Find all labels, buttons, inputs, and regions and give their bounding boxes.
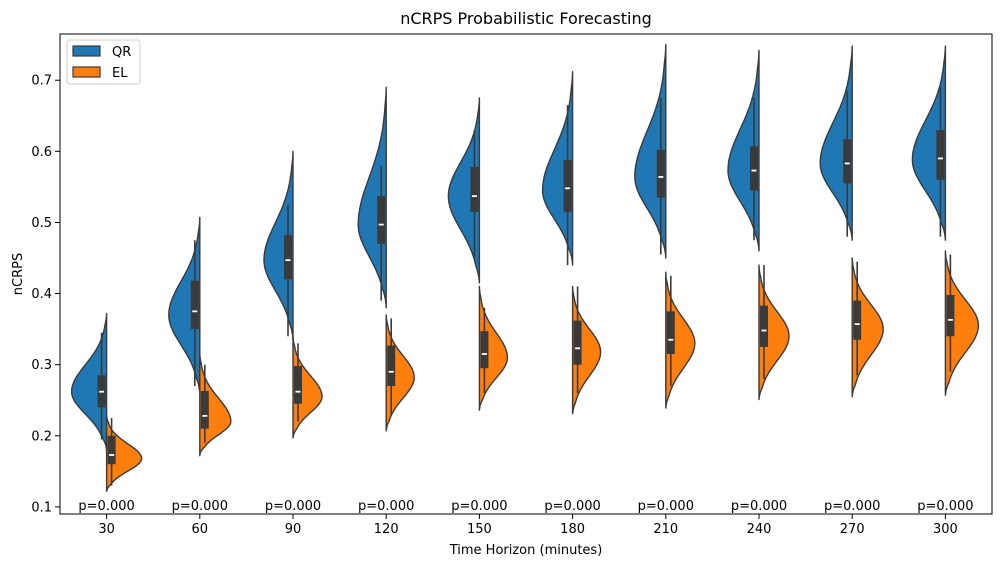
p-value-label: p=0.000 xyxy=(638,499,694,514)
violin-qr-90 xyxy=(263,150,294,341)
x-tick-label: 180 xyxy=(560,522,585,537)
violin-qr-300 xyxy=(911,45,947,241)
legend-label-qr: QR xyxy=(112,45,131,60)
iqr-box-el-180 xyxy=(573,320,582,365)
violin-el-270 xyxy=(851,257,884,398)
legend-swatch-qr xyxy=(72,45,101,57)
iqr-box-el-210 xyxy=(666,311,675,354)
p-value-label: p=0.000 xyxy=(172,499,228,514)
chart-title: nCRPS Probabilistic Forecasting xyxy=(400,9,652,28)
p-value-label: p=0.000 xyxy=(358,499,414,514)
axes: 30 60 90 120 150 180 210 240 270 300 0.1 0.2 0.3 0.4 0… xyxy=(31,74,958,537)
violin-el-300 xyxy=(944,250,980,396)
legend: QR EL xyxy=(66,39,141,85)
violin-qr-240 xyxy=(727,49,760,252)
legend-label-el: EL xyxy=(112,66,128,81)
x-tick-label: 90 xyxy=(285,522,302,537)
x-tick-label: 60 xyxy=(192,522,209,537)
x-tick-label: 300 xyxy=(933,522,958,537)
y-tick-label: 0.5 xyxy=(31,216,52,231)
iqr-box-el-150 xyxy=(480,331,489,369)
x-tick-label: 270 xyxy=(840,522,865,537)
iqr-box-qr-90 xyxy=(284,235,292,280)
violin-qr-30 xyxy=(70,312,108,451)
p-value-label: p=0.000 xyxy=(544,499,600,514)
x-tick-label: 120 xyxy=(374,522,399,537)
iqr-box-el-60 xyxy=(200,390,209,429)
violin-el-120 xyxy=(385,314,415,432)
p-value-label: p=0.000 xyxy=(265,499,321,514)
violin-qr-180 xyxy=(541,71,574,266)
violin-el-180 xyxy=(571,285,602,415)
iqr-box-qr-150 xyxy=(470,166,479,212)
violin-qr-270 xyxy=(819,45,853,241)
y-tick-label: 0.3 xyxy=(31,358,52,373)
iqr-box-el-300 xyxy=(946,294,955,337)
y-axis-label: nCRPS xyxy=(11,253,26,295)
violin-qr-210 xyxy=(634,44,667,259)
violin-el-210 xyxy=(665,271,696,409)
x-tick-label: 150 xyxy=(467,522,492,537)
y-tick-label: 0.4 xyxy=(31,287,52,302)
iqr-box-qr-120 xyxy=(377,196,386,244)
iqr-box-el-120 xyxy=(387,345,396,386)
iqr-box-qr-210 xyxy=(656,149,665,198)
p-value-label: p=0.000 xyxy=(917,499,973,514)
iqr-box-qr-240 xyxy=(750,146,758,191)
violin-qr-60 xyxy=(168,216,201,394)
iqr-box-qr-270 xyxy=(843,139,852,184)
x-axis-label: Time Horizon (minutes) xyxy=(449,543,603,558)
iqr-box-el-90 xyxy=(294,366,302,404)
iqr-box-el-270 xyxy=(853,300,862,340)
iqr-box-qr-300 xyxy=(936,130,945,180)
y-tick-label: 0.2 xyxy=(31,429,52,444)
y-tick-label: 0.1 xyxy=(31,500,52,515)
iqr-box-el-30 xyxy=(107,435,116,465)
x-tick-label: 30 xyxy=(98,522,115,537)
p-value-label: p=0.000 xyxy=(78,499,134,514)
violin-el-30 xyxy=(105,415,143,492)
violin-el-150 xyxy=(478,285,509,411)
violin-el-90 xyxy=(292,335,323,439)
violin-el-240 xyxy=(758,264,790,401)
violin-qr-150 xyxy=(447,97,481,284)
y-tick-label: 0.7 xyxy=(31,74,52,89)
p-value-label: p=0.000 xyxy=(824,499,880,514)
violin-el-60 xyxy=(199,353,232,457)
iqr-box-qr-60 xyxy=(190,280,199,330)
iqr-box-qr-180 xyxy=(563,159,572,212)
violin-qr-120 xyxy=(357,86,387,309)
x-tick-label: 210 xyxy=(653,522,678,537)
legend-swatch-el xyxy=(72,66,101,78)
y-tick-label: 0.6 xyxy=(31,145,52,160)
x-tick-label: 240 xyxy=(747,522,772,537)
plot-area: p=0.000 p=0.000 p=0.000 p=0.000 p=0.000 p=0.0… xyxy=(70,44,980,514)
plot-frame xyxy=(59,33,993,515)
iqr-box-el-240 xyxy=(760,305,768,347)
p-value-label: p=0.000 xyxy=(451,499,507,514)
p-value-label: p=0.000 xyxy=(731,499,787,514)
